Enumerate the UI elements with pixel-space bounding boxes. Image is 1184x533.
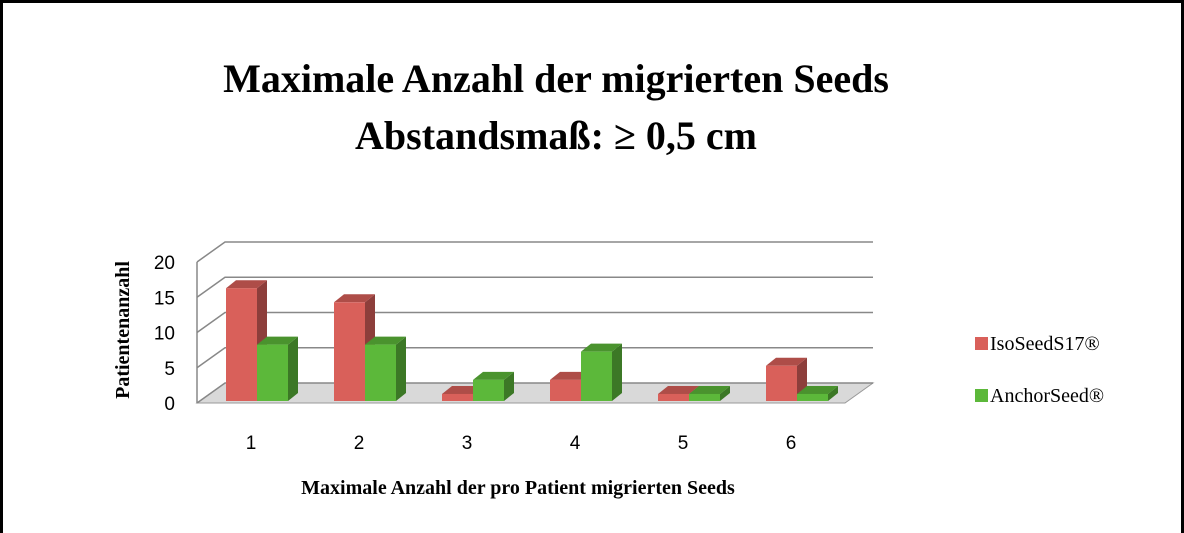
bar-front [226,288,257,401]
x-tick-label: 5 [678,433,689,454]
bar-front [581,351,612,401]
bar-front [797,393,828,401]
bar-front [658,393,689,401]
bar-side [720,385,730,401]
legend-label: IsoSeedS17® [990,333,1100,355]
x-tick-label: 2 [354,433,365,454]
x-tick-label: 3 [462,433,473,454]
bar-top [334,294,375,303]
bar-side [828,385,838,401]
bar-side [396,336,406,401]
x-tick-label: 1 [246,433,257,454]
bar [473,371,514,401]
bar-top [797,385,838,394]
y-tick-label: 10 [154,324,175,345]
bar [581,343,622,401]
chart-title: Maximale Anzahl der migrierten Seeds [223,56,889,101]
bar-front [365,344,396,401]
plot-area: 0 5 10 15 20 1 2 3 4 5 6 IsoSeedS17® AnchorSeed® [154,241,1104,454]
bar [257,336,298,401]
bar-top [581,343,622,352]
bar [689,385,730,401]
x-tick-label: 4 [570,433,581,454]
bar [365,336,406,401]
x-axis-title: Maximale Anzahl der pro Patient migriert… [301,477,735,499]
grid-line [196,311,873,334]
legend-swatch [975,337,988,350]
bar-top [689,385,730,394]
y-tick-label: 0 [164,394,175,415]
grid-line [196,241,873,263]
bar-side [288,336,298,401]
legend-label: AnchorSeed® [990,385,1104,407]
grid-line [196,276,873,298]
bar-top [766,357,807,366]
bar-front [550,379,581,401]
bar-front [442,393,473,401]
legend-swatch [975,389,988,402]
bar-top [473,371,514,380]
bar-front [334,302,365,401]
bar-front [766,365,797,401]
y-tick-label: 5 [164,359,175,380]
chart-subtitle: Abstandsmaß: ≥ 0,5 cm [355,113,757,158]
bar-side [504,371,514,401]
bar-front [689,393,720,401]
y-tick-label: 15 [154,288,175,309]
grid-line [196,382,873,404]
bar-top [257,336,298,345]
bar-top [365,336,406,345]
bar-front [257,344,288,401]
bar [766,357,807,401]
bar-front [473,379,504,401]
bar-side [612,343,622,401]
x-tick-label: 6 [786,433,797,454]
y-axis-title: Patientenanzahl [112,261,134,399]
bar-top [226,280,267,289]
bar-top [550,371,591,380]
bar-top [658,385,699,394]
grid-line [196,347,873,369]
bar-top [442,385,483,394]
y-tick-label: 20 [154,253,175,274]
bar [797,385,838,401]
bar [226,280,267,401]
